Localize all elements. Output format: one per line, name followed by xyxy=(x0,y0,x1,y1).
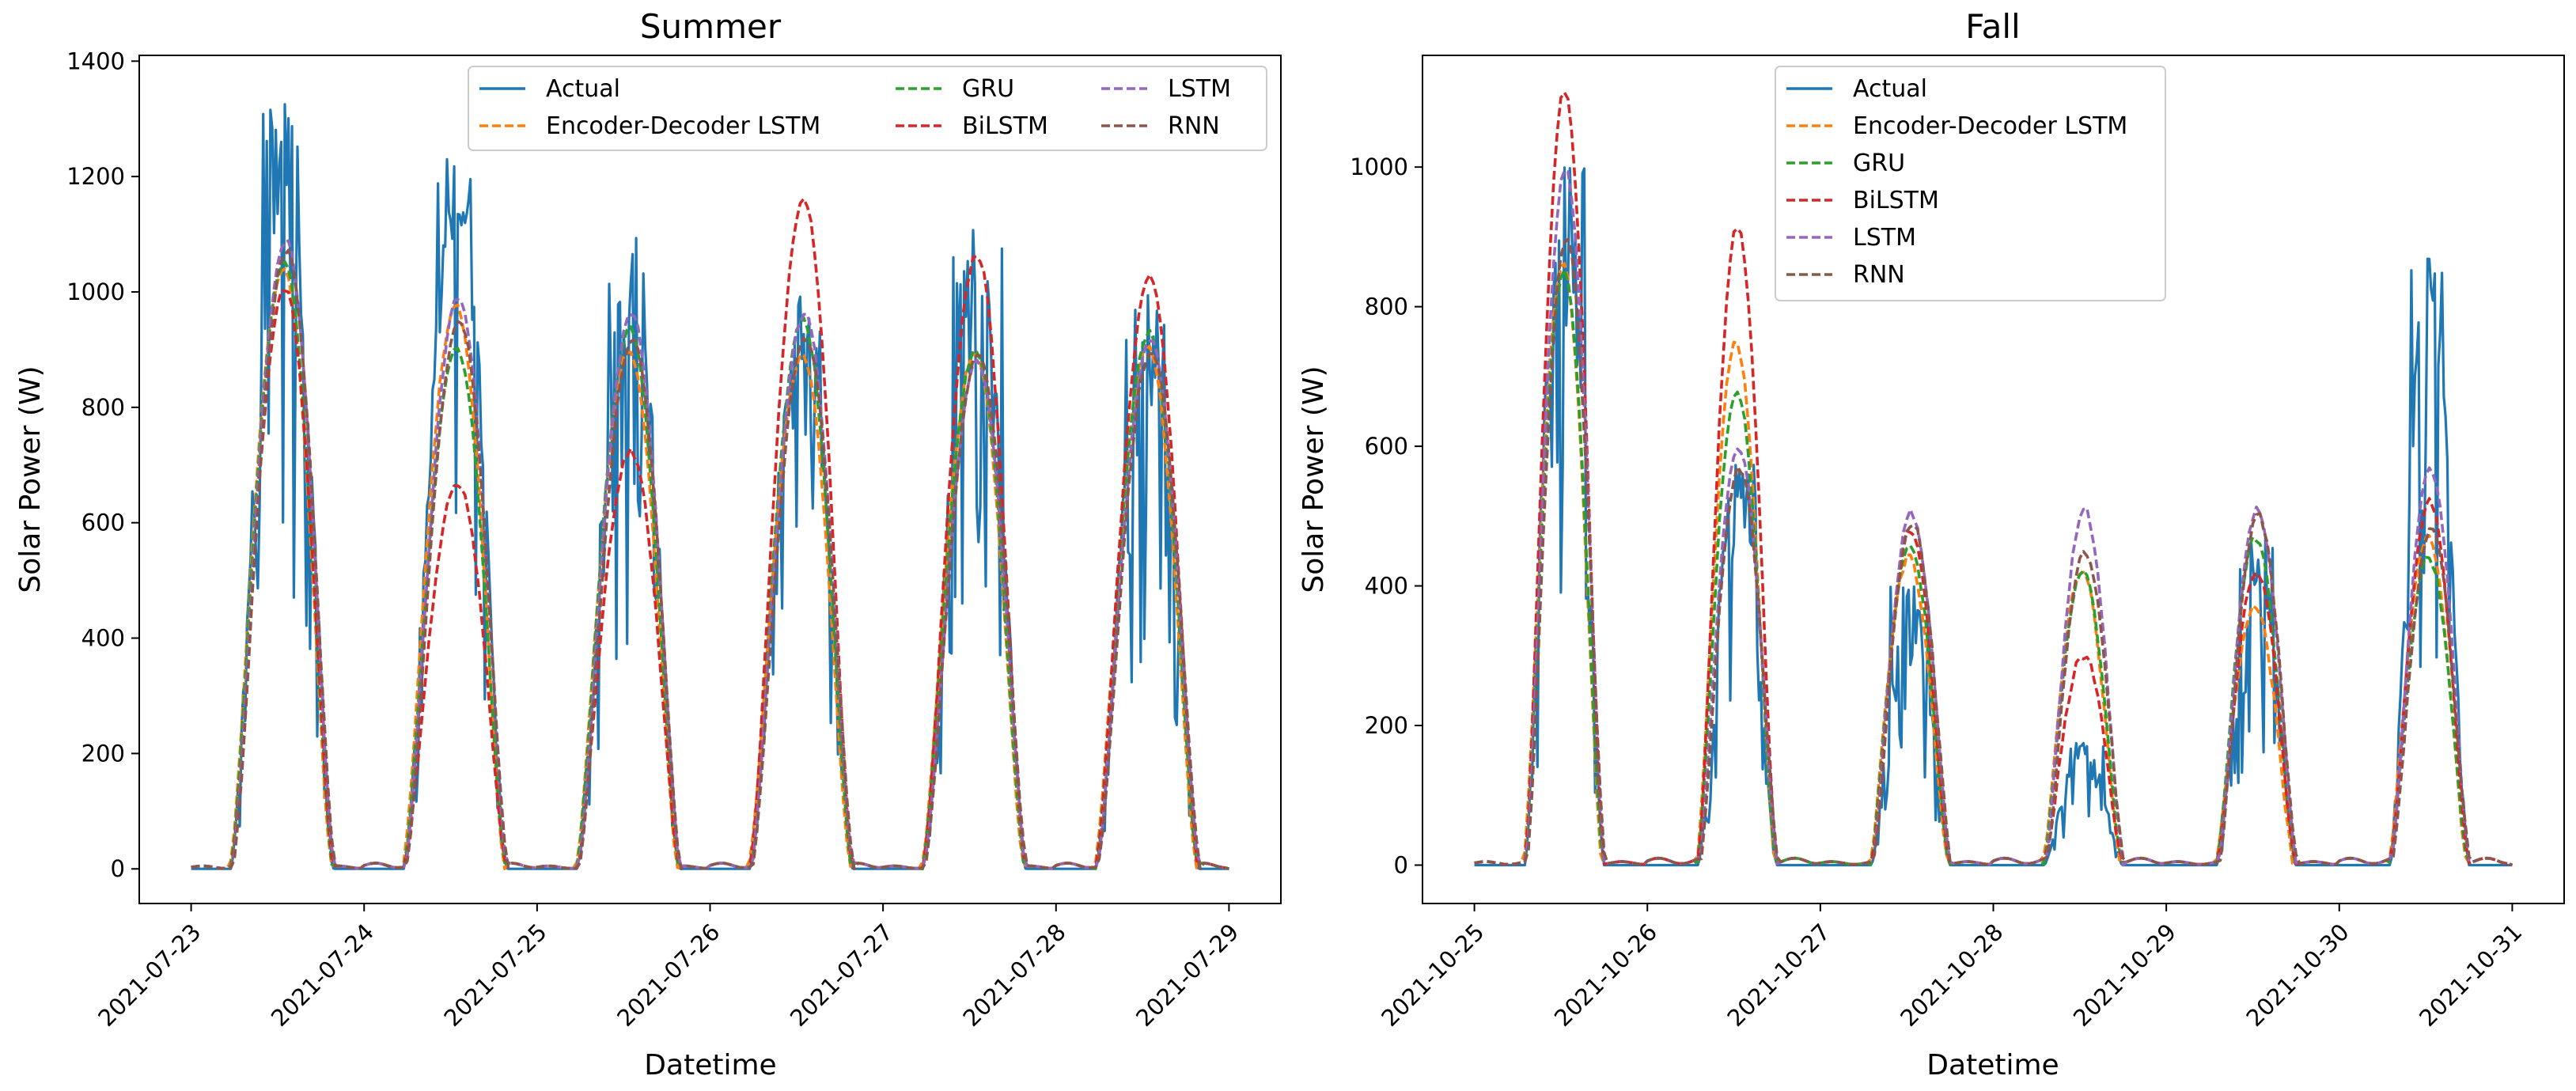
summer-y-tick-label: 200 xyxy=(81,740,125,767)
fall-y-axis-title: Solar Power (W) xyxy=(1297,366,1330,593)
summer-y-axis-title: Solar Power (W) xyxy=(14,366,47,593)
fall-y-axis: 0 200 400 600 800 1000 xyxy=(1350,153,1422,878)
summer-y-tick-label: 1400 xyxy=(66,47,125,74)
fall-y-tick-label: 400 xyxy=(1365,573,1408,600)
summer-y-tick-label: 1200 xyxy=(66,163,125,190)
fall-y-tick-label: 800 xyxy=(1365,294,1408,320)
summer-chart-title: Summer xyxy=(640,7,782,46)
fall-legend-label-lstm: LSTM xyxy=(1853,224,1916,252)
fall-x-tick-label: 2021-10-25 xyxy=(1376,919,1489,1032)
summer-legend-label-bilstm: BiLSTM xyxy=(962,112,1048,140)
summer-legend-label-encoder-decoder-lstm: Encoder-Decoder LSTM xyxy=(546,112,820,140)
fall-legend-label-bilstm: BiLSTM xyxy=(1853,187,1939,214)
fall-y-tick-label: 200 xyxy=(1365,712,1408,739)
fall-legend-label-gru: GRU xyxy=(1853,150,1905,177)
summer-x-axis-title: Datetime xyxy=(644,1049,776,1082)
summer-x-tick-label: 2021-07-26 xyxy=(612,919,725,1032)
fall-y-tick-label: 600 xyxy=(1365,433,1408,460)
summer-y-tick-label: 0 xyxy=(111,855,125,882)
summer-legend-label-lstm: LSTM xyxy=(1168,75,1231,103)
summer-series-lines xyxy=(191,103,1229,870)
fall-x-tick-label: 2021-10-26 xyxy=(1549,919,1662,1032)
summer-x-tick-label: 2021-07-23 xyxy=(93,919,206,1032)
fall-legend-label-encoder-decoder-lstm: Encoder-Decoder LSTM xyxy=(1853,112,2127,140)
fall-y-tick-label: 0 xyxy=(1394,851,1408,878)
summer-x-axis: 2021-07-23 2021-07-24 2021-07-25 2021-07-26… xyxy=(93,903,1244,1032)
fall-legend-box xyxy=(1775,66,2166,301)
summer-y-tick-label: 1000 xyxy=(66,278,125,305)
summer-x-tick-label: 2021-07-27 xyxy=(785,919,898,1032)
fall-legend: Actual Encoder-Decoder LSTM GRU BiLSTM LSTM R… xyxy=(1775,66,2166,301)
fall-series-rnn xyxy=(1474,237,2513,867)
summer-y-tick-label: 600 xyxy=(81,510,125,536)
summer-y-tick-label: 400 xyxy=(81,625,125,652)
fall-y-tick-label: 1000 xyxy=(1350,153,1408,180)
fall-x-axis: 2021-10-25 2021-10-26 2021-10-27 2021-10-28… xyxy=(1376,903,2527,1032)
summer-series-actual xyxy=(191,103,1229,870)
summer-legend-label-gru: GRU xyxy=(962,75,1014,103)
fall-x-axis-title: Datetime xyxy=(1926,1049,2059,1082)
fall-x-tick-label: 2021-10-27 xyxy=(1722,919,1835,1032)
fall-series-encoder-decoder-lstm xyxy=(1474,262,2513,867)
fall-series-actual xyxy=(1474,166,2513,867)
fall-legend-label-actual: Actual xyxy=(1853,75,1927,103)
summer-legend-box xyxy=(468,66,1267,151)
summer-series-gru xyxy=(191,260,1229,870)
summer-y-axis: 0 200 400 600 800 1000 1200 1400 xyxy=(66,47,139,882)
summer-series-rnn xyxy=(191,248,1229,870)
fall-series-gru xyxy=(1474,268,2513,867)
fall-x-tick-label: 2021-10-29 xyxy=(2068,919,2181,1032)
summer-x-tick-label: 2021-07-24 xyxy=(266,919,379,1032)
summer-x-tick-label: 2021-07-28 xyxy=(958,919,1071,1032)
summer-x-tick-label: 2021-07-29 xyxy=(1131,919,1244,1032)
summer-legend-label-rnn: RNN xyxy=(1168,112,1220,140)
summer-series-lstm xyxy=(191,239,1229,870)
fall-x-tick-label: 2021-10-30 xyxy=(2241,919,2354,1032)
summer-legend-label-actual: Actual xyxy=(546,75,620,103)
fall-legend-label-rnn: RNN xyxy=(1853,261,1905,289)
summer-y-tick-label: 800 xyxy=(81,394,125,421)
fall-series-lines xyxy=(1474,91,2513,867)
summer-series-bilstm xyxy=(191,197,1229,870)
summer-chart: Summer 0 200 400 600 800 1000 1200 1400 2021-07… xyxy=(14,7,1282,1082)
summer-series-encoder-decoder-lstm xyxy=(191,267,1229,870)
fall-chart-title: Fall xyxy=(1965,7,2020,46)
summer-x-tick-label: 2021-07-25 xyxy=(439,919,552,1032)
fall-x-tick-label: 2021-10-28 xyxy=(1895,919,2008,1032)
fall-x-tick-label: 2021-10-31 xyxy=(2414,919,2527,1032)
summer-legend: Actual Encoder-Decoder LSTM GRU BiLSTM LSTM R… xyxy=(468,66,1267,151)
